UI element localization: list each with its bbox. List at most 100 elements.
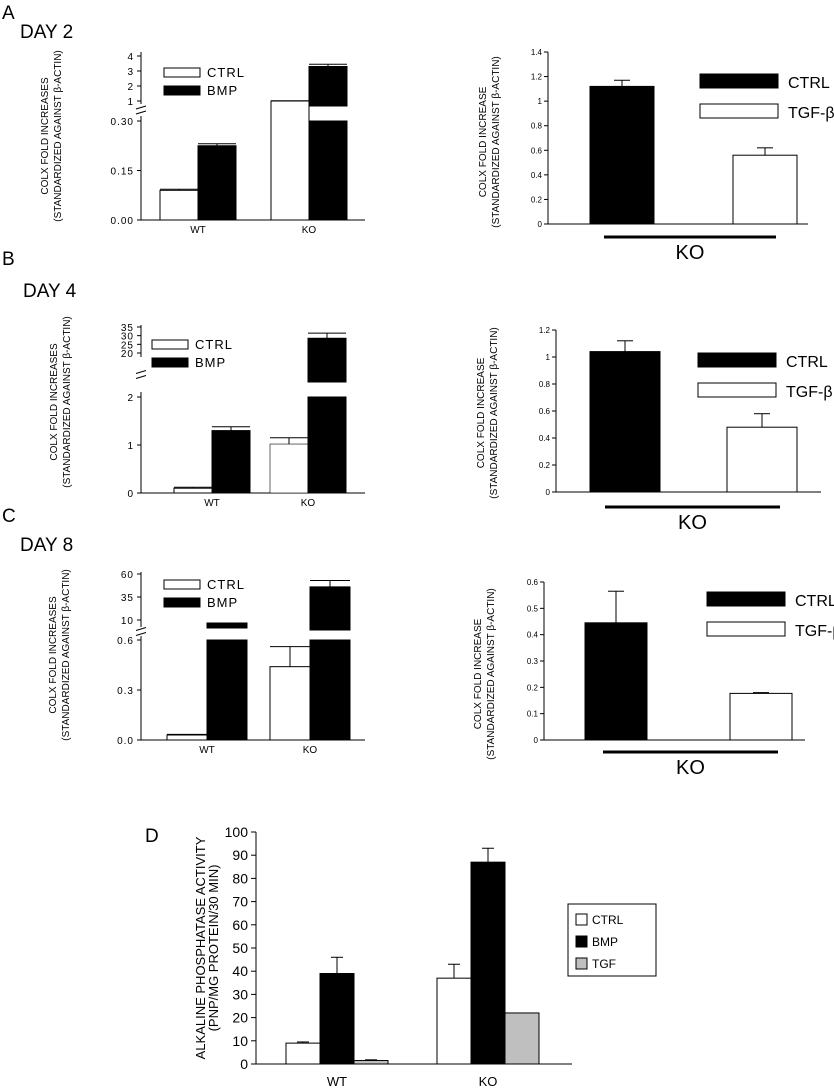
B-left-y-label: COLX FOLD INCREASES (STANDARDIZED AGAINST… (49, 316, 73, 488)
B-left-legend-swatch-ctrl (151, 339, 189, 350)
B-left-bar-bmp-ko (307, 396, 347, 494)
B-left-bar-bmp-ko-upper (307, 337, 347, 383)
D-legend-swatch-ctrl (575, 913, 588, 926)
B-right-tick-label-3: 0.6 (539, 407, 551, 416)
B-left-tick-label-low-2: 2 (127, 393, 134, 404)
A-left-bar-ctrl-wt (159, 189, 199, 221)
A-right-y-label-line-0: COLX FOLD INCREASE (478, 86, 489, 197)
C-right-tick-label-3: 0.3 (527, 657, 539, 666)
A-left-tick-label-up-3: 4 (127, 52, 134, 63)
A-left-bar-bmp-ko-upper (308, 66, 348, 107)
D-tick-label-4: 40 (232, 963, 248, 979)
B-left-xtick-ko: KO (301, 498, 316, 509)
A-left-tick-label-low-0: 0.00 (111, 216, 134, 227)
C-left-bar-bmp-wt (206, 639, 248, 741)
B-left-axis-break-mark-b (135, 375, 147, 379)
D-legend-label-tgf: TGF (592, 957, 616, 971)
C-left-tick-label-up-0: 10 (121, 616, 134, 627)
A-left-legend-swatch-ctrl (163, 67, 201, 78)
A-left-legend-label-ctrl: CTRL (207, 65, 245, 80)
C-right-y-label: COLX FOLD INCREASE (STANDARDIZED AGAINST … (473, 588, 497, 760)
D-tick-label-8: 80 (232, 870, 248, 886)
C-left-bar-ctrl-wt (166, 734, 208, 741)
D-bar-tgf-wt (353, 1060, 389, 1065)
A-right-legend-label-ctrl: CTRL (788, 75, 830, 92)
A-left-bar-ctrl-ko (270, 100, 310, 221)
C-left-y-label-line-1: (STANDARDIZED AGAINST β-ACTIN) (61, 569, 72, 741)
D-legend-swatch-bmp (575, 935, 588, 948)
B-left-bar-ctrl-ko (269, 443, 309, 494)
A-right-tick-label-4: 0.8 (531, 122, 543, 131)
C-left-axis-break-mark-b (135, 632, 147, 636)
C-left-y-label: COLX FOLD INCREASES (STANDARDIZED AGAINST… (48, 569, 72, 741)
A-right-bar-tgf (732, 154, 798, 225)
D-bar-tgf-ko (504, 1012, 540, 1065)
panel-letter-a: A (2, 3, 15, 24)
D-bar-ctrl-wt (285, 1042, 321, 1065)
D-tick-label-1: 10 (232, 1033, 248, 1049)
A-left-tick-label-up-2: 3 (127, 67, 134, 78)
C-right-legend-label-ctrl: CTRL (795, 593, 834, 610)
A-right-tick-label-6: 1.2 (531, 73, 543, 82)
D-y-label: ALKALINE PHOSPHATASE ACTIVITY(PNP/MG PRO… (193, 836, 221, 1059)
D-xtick-ko: KO (479, 1074, 498, 1089)
A-left-y-label: COLX FOLD INCREASES (STANDARDIZED AGAINST… (40, 50, 64, 222)
B-left-bar-ctrl-wt (173, 487, 213, 494)
C-left-legend-swatch-ctrl (163, 579, 201, 590)
A-right-tick-label-0: 0 (538, 220, 543, 229)
B-right-legend-label-ctrl: CTRL (786, 354, 828, 371)
A-left-axis-break-mark-a (135, 105, 147, 110)
B-right-legend-swatch-ctrl (697, 352, 777, 368)
B-right-bar-ctrl (589, 351, 661, 493)
C-left-bar-bmp-ko-upper (309, 586, 351, 631)
C-right-y-label-line-1: (STANDARDIZED AGAINST β-ACTIN) (486, 588, 497, 760)
A-right-bar-ctrl (589, 85, 655, 225)
D-tick-label-10: 100 (225, 824, 249, 840)
B-left-legend-swatch-bmp (151, 357, 189, 368)
A-left-xtick-ko: KO (302, 225, 317, 236)
A-right-tick-label-2: 0.4 (531, 171, 543, 180)
B-left-tick-label-up-0: 20 (121, 349, 134, 360)
A-left-legend-swatch-bmp (163, 85, 201, 96)
A-left-legend-label-bmp: BMP (207, 83, 238, 98)
A-right-legend-swatch-tgf (699, 103, 779, 119)
C-left-legend-label-bmp: BMP (207, 595, 238, 610)
A-right-legend-swatch-ctrl (699, 73, 779, 89)
C-right-legend-swatch-tgf (706, 621, 786, 637)
B-left-legend-label-ctrl: CTRL (195, 337, 233, 352)
C-left-tick-label-up-2: 60 (121, 570, 134, 581)
D-bar-bmp-ko (470, 861, 506, 1065)
B-right-legend-label-tgf: TGF-β (786, 384, 833, 401)
D-xtick-wt: WT (327, 1074, 347, 1089)
C-right-tick-label-6: 0.6 (527, 578, 539, 587)
C-right-tick-label-0: 0 (534, 736, 539, 745)
C-right-group-label: KO (676, 757, 705, 779)
B-right-bar-tgf (726, 426, 798, 493)
D-tick-label-7: 70 (232, 894, 248, 910)
C-right-y-label-line-0: COLX FOLD INCREASE (473, 618, 484, 729)
C-left-legend-swatch-bmp (163, 597, 201, 608)
B-left-y-label-line-1: (STANDARDIZED AGAINST β-ACTIN) (62, 316, 73, 488)
day-title-c: DAY 8 (20, 535, 73, 556)
C-right-legend-label-tgf: TGF-β (795, 623, 834, 640)
C-left-bar-bmp-wt-upper (206, 622, 248, 629)
A-left-axis-break-gap (135, 107, 147, 113)
C-left-tick-label-up-1: 35 (121, 593, 134, 604)
A-left-y-label-line-1: (STANDARDIZED AGAINST β-ACTIN) (53, 50, 64, 222)
B-right-tick-label-6: 1.2 (539, 326, 551, 335)
A-right-y-label-line-1: (STANDARDIZED AGAINST β-ACTIN) (491, 56, 502, 228)
A-right-y-label: COLX FOLD INCREASE (STANDARDIZED AGAINST … (478, 56, 502, 228)
D-tick-label-5: 50 (232, 940, 248, 956)
B-left-axis-break-mark-a (135, 370, 147, 374)
A-left-tick-label-low-1: 0.15 (111, 167, 134, 178)
C-right-tick-label-2: 0.2 (527, 683, 539, 692)
B-right-y-label-line-1: (STANDARDIZED AGAINST β-ACTIN) (489, 327, 500, 499)
A-left-tick-label-up-0: 1 (127, 97, 134, 108)
C-left-tick-label-low-1: 0.3 (117, 686, 134, 697)
B-left-axis-break-gap (135, 371, 147, 378)
C-right-tick-label-1: 0.1 (527, 710, 539, 719)
A-left-tick-label-low-2: 0.30 (111, 117, 134, 128)
C-left-bar-ctrl-ko (269, 666, 311, 741)
D-y-label-line-0: ALKALINE PHOSPHATASE ACTIVITY (193, 836, 208, 1059)
